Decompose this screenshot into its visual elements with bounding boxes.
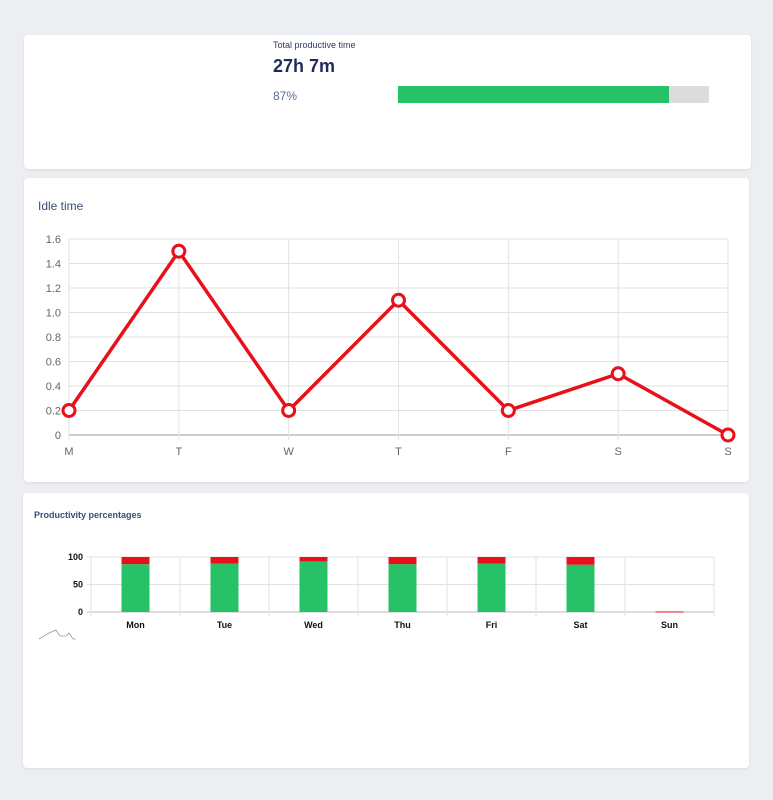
idle-y-tick-label: 0.4 — [46, 381, 61, 393]
idle-x-tick-label: F — [505, 446, 512, 458]
prod-bar-productive — [121, 564, 150, 612]
productive-percent-text: 87% — [273, 89, 298, 103]
idle-data-point — [281, 403, 297, 418]
productivity-percentages-card: Productivity percentages 0 50 100 Mon Tue Wed… — [23, 493, 749, 768]
idle-x-tick-label: T — [395, 446, 402, 458]
idle-data-point — [171, 243, 187, 259]
idle-time-card: Idle time 0 0.2 0.4 0.6 0.8 1.0 1.2 1.4 1.6 M T W T F… — [24, 178, 749, 482]
prod-y-tick-label: 100 — [68, 552, 83, 562]
productivity-progress-bar — [398, 86, 709, 103]
idle-data-point — [391, 292, 406, 308]
idle-y-tick-label: 0 — [55, 430, 61, 442]
prod-bar-unproductive — [210, 557, 239, 564]
prod-y-tick-label: 50 — [73, 580, 83, 590]
idle-data-point — [500, 403, 516, 418]
idle-y-tick-label: 0.8 — [46, 332, 61, 344]
prod-x-tick-label: Wed — [304, 620, 323, 630]
mountain-logo-icon — [38, 629, 76, 640]
prod-bar-productive — [388, 564, 417, 612]
productivity-progress-fill — [398, 86, 669, 103]
idle-y-tick-label: 1.0 — [46, 308, 61, 320]
idle-y-tick-label: 1.4 — [46, 259, 61, 271]
idle-time-title: Idle time — [38, 199, 84, 213]
idle-data-point — [61, 403, 77, 418]
prod-x-tick-label: Sun — [661, 620, 678, 630]
prod-bar-productive — [299, 561, 328, 612]
idle-data-point — [720, 427, 736, 443]
prod-bar-productive — [477, 563, 506, 612]
idle-y-tick-label: 1.6 — [46, 234, 61, 246]
prod-x-tick-label: Mon — [126, 620, 145, 630]
prod-bar-unproductive — [566, 557, 595, 565]
prod-y-tick-label: 0 — [78, 607, 83, 617]
total-productive-time-value: 27h 7m — [273, 56, 336, 76]
productivity-percentages-title: Productivity percentages — [34, 510, 142, 520]
prod-bar-unproductive — [388, 557, 417, 565]
idle-x-tick-label: W — [283, 446, 294, 458]
prod-x-tick-label: Sat — [573, 620, 587, 630]
productivity-stacked-bar-chart: 0 50 100 Mon Tue Wed Thu Fri Sat Sun — [38, 552, 715, 640]
idle-data-point — [610, 366, 626, 382]
idle-x-tick-label: M — [64, 446, 73, 458]
total-productive-time-label: Total productive time — [273, 40, 356, 50]
idle-time-line-chart: 0 0.2 0.4 0.6 0.8 1.0 1.2 1.4 1.6 M T W T F S S — [46, 234, 736, 458]
idle-y-tick-label: 0.6 — [46, 357, 61, 369]
prod-bar-productive — [210, 563, 239, 612]
idle-x-tick-label: T — [175, 446, 182, 458]
idle-x-tick-label: S — [614, 446, 621, 458]
prod-bar-productive — [566, 564, 595, 612]
total-productive-time-card: Total productive time 27h 7m 87% — [24, 35, 751, 169]
prod-x-tick-label: Thu — [394, 620, 411, 630]
prod-x-tick-label: Tue — [217, 620, 232, 630]
prod-bar-unproductive — [299, 557, 328, 562]
prod-bar-unproductive — [655, 611, 684, 613]
idle-y-tick-label: 1.2 — [46, 283, 61, 295]
idle-x-tick-label: S — [724, 446, 731, 458]
prod-bar-unproductive — [477, 557, 506, 564]
prod-x-tick-label: Fri — [486, 620, 498, 630]
idle-y-tick-label: 0.2 — [46, 406, 61, 418]
prod-bar-unproductive — [121, 557, 150, 565]
